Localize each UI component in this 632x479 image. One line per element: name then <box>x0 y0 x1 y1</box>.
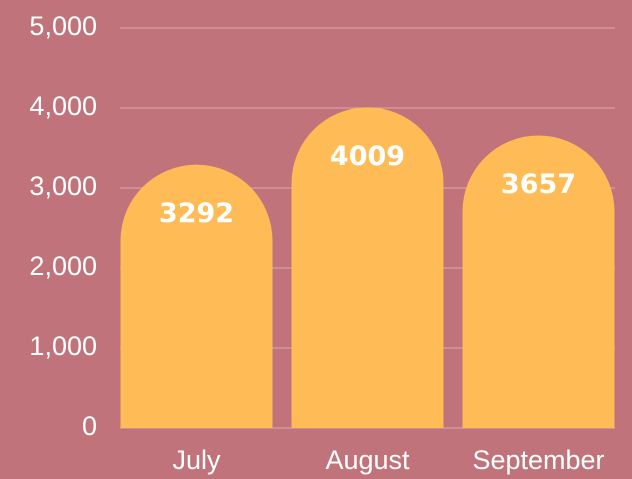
y-tick-label: 1,000 <box>29 331 97 361</box>
x-tick-label: August <box>325 445 410 475</box>
x-tick-label: September <box>472 445 604 475</box>
value-label: 3657 <box>501 169 576 200</box>
y-tick-label: 5,000 <box>29 11 97 41</box>
bar <box>120 164 273 428</box>
value-label: 4009 <box>330 141 405 172</box>
y-tick-label: 3,000 <box>29 171 97 201</box>
y-tick-label: 0 <box>82 411 97 441</box>
bar <box>462 135 615 428</box>
y-tick-label: 4,000 <box>29 91 97 121</box>
bar <box>291 107 444 428</box>
x-tick-label: July <box>172 445 221 475</box>
y-tick-label: 2,000 <box>29 251 97 281</box>
value-label: 3292 <box>159 198 234 229</box>
